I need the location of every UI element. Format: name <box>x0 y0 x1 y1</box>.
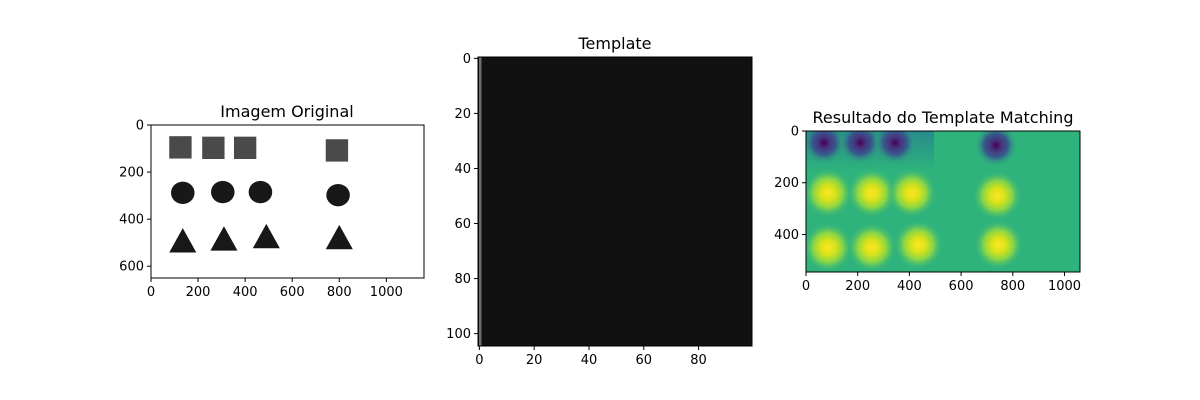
panel-result-ticks: 0 200 400 600 800 1000 0 200 400 <box>774 125 1081 295</box>
square-shape <box>202 136 225 160</box>
heatmap-maximum <box>972 170 1023 221</box>
triangle-shape <box>169 228 197 253</box>
x-tick-label: 0 <box>475 353 483 368</box>
circle-shape <box>326 183 350 207</box>
heatmap-maximum <box>893 219 944 270</box>
x-tick-label: 600 <box>949 279 974 294</box>
heatmap-peaks <box>806 131 1024 272</box>
y-tick-label: 200 <box>119 166 144 181</box>
x-tick-label: 1000 <box>370 285 403 300</box>
x-tick-label: 400 <box>897 279 922 294</box>
x-tick-label: 20 <box>526 353 543 368</box>
panel-template: Template 0 20 40 60 80 0 20 40 60 80 100 <box>446 34 753 368</box>
circle-shape <box>211 180 235 204</box>
panel-template-frame <box>477 56 753 347</box>
triangle-shape <box>252 223 280 249</box>
panel-original: Imagem Original 0 200 400 600 800 1000 0 200 400… <box>119 102 425 301</box>
x-tick-label: 800 <box>327 285 352 300</box>
heatmap-minimum <box>838 131 883 165</box>
x-tick-label: 80 <box>690 353 707 368</box>
heatmap-maximum <box>846 222 897 272</box>
panel-original-title: Imagem Original <box>220 102 353 121</box>
heatmap-maximum <box>973 219 1024 270</box>
x-tick-label: 60 <box>635 353 652 368</box>
y-tick-label: 100 <box>446 327 471 342</box>
x-tick-label: 600 <box>280 285 305 300</box>
heatmap-maximum <box>806 168 853 219</box>
panel-original-frame <box>150 124 425 279</box>
panel-result-frame <box>805 130 1081 273</box>
y-tick-label: 400 <box>774 228 799 243</box>
heatmap-minimum <box>806 131 847 165</box>
heatmap-minimum <box>873 131 918 165</box>
y-tick-label: 80 <box>454 272 471 287</box>
y-tick-label: 0 <box>791 125 799 140</box>
triangle-shape <box>210 226 238 251</box>
panel-template-title: Template <box>577 34 651 53</box>
x-tick-label: 800 <box>1000 279 1025 294</box>
triangle-shape <box>325 224 353 250</box>
template-left-edge <box>479 57 482 346</box>
heatmap-maximum <box>806 222 853 272</box>
x-tick-label: 200 <box>186 285 211 300</box>
square-shape <box>233 136 257 160</box>
heatmap-maximum <box>886 168 937 219</box>
heatmap-image <box>806 131 1080 272</box>
x-tick-label: 1000 <box>1048 279 1081 294</box>
panel-result-title: Resultado do Template Matching <box>813 108 1074 127</box>
heatmap-minimum <box>973 131 1018 168</box>
original-shapes <box>169 136 353 253</box>
x-tick-label: 200 <box>845 279 870 294</box>
x-tick-label: 400 <box>233 285 258 300</box>
template-image <box>478 57 752 346</box>
x-tick-label: 0 <box>147 285 155 300</box>
square-shape <box>325 139 349 162</box>
circle-shape <box>171 181 195 204</box>
y-tick-label: 40 <box>454 162 471 177</box>
x-tick-label: 40 <box>581 353 598 368</box>
square-shape <box>169 136 192 159</box>
panel-original-ticks: 0 200 400 600 800 1000 0 200 400 600 <box>119 119 403 301</box>
x-tick-label: 0 <box>802 279 810 294</box>
heatmap-maximum <box>846 168 897 219</box>
y-tick-label: 20 <box>454 107 471 122</box>
panel-original-plot-area <box>151 125 424 278</box>
panel-template-ticks: 0 20 40 60 80 0 20 40 60 80 100 <box>446 52 707 368</box>
y-tick-label: 600 <box>119 260 144 275</box>
y-tick-label: 200 <box>774 176 799 191</box>
y-tick-label: 0 <box>463 52 471 67</box>
y-tick-label: 0 <box>136 119 144 134</box>
y-tick-label: 400 <box>119 213 144 228</box>
panel-result: Resultado do Template Matching 0 200 400 60… <box>774 108 1081 294</box>
circle-shape <box>248 180 273 204</box>
y-tick-label: 60 <box>454 217 471 232</box>
